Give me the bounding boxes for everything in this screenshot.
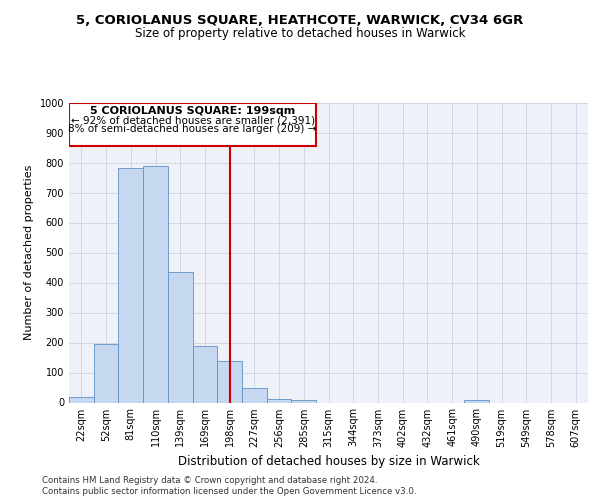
FancyBboxPatch shape bbox=[69, 102, 316, 146]
Text: 5 CORIOLANUS SQUARE: 199sqm: 5 CORIOLANUS SQUARE: 199sqm bbox=[90, 106, 295, 116]
Bar bbox=[69, 396, 94, 402]
Bar bbox=[267, 399, 292, 402]
Text: Size of property relative to detached houses in Warwick: Size of property relative to detached ho… bbox=[135, 28, 465, 40]
X-axis label: Distribution of detached houses by size in Warwick: Distribution of detached houses by size … bbox=[178, 455, 479, 468]
Bar bbox=[168, 272, 193, 402]
Text: 8% of semi-detached houses are larger (209) →: 8% of semi-detached houses are larger (2… bbox=[68, 124, 317, 134]
Y-axis label: Number of detached properties: Number of detached properties bbox=[24, 165, 34, 340]
Bar bbox=[292, 400, 316, 402]
Text: Contains HM Land Registry data © Crown copyright and database right 2024.: Contains HM Land Registry data © Crown c… bbox=[42, 476, 377, 485]
Bar bbox=[118, 168, 143, 402]
Bar bbox=[464, 400, 489, 402]
Text: ← 92% of detached houses are smaller (2,391): ← 92% of detached houses are smaller (2,… bbox=[71, 115, 314, 125]
Bar bbox=[143, 166, 168, 402]
Bar bbox=[217, 360, 242, 403]
Bar bbox=[94, 344, 118, 403]
Text: 5, CORIOLANUS SQUARE, HEATHCOTE, WARWICK, CV34 6GR: 5, CORIOLANUS SQUARE, HEATHCOTE, WARWICK… bbox=[76, 14, 524, 27]
Bar bbox=[193, 346, 217, 403]
Bar bbox=[242, 388, 267, 402]
Text: Contains public sector information licensed under the Open Government Licence v3: Contains public sector information licen… bbox=[42, 488, 416, 496]
